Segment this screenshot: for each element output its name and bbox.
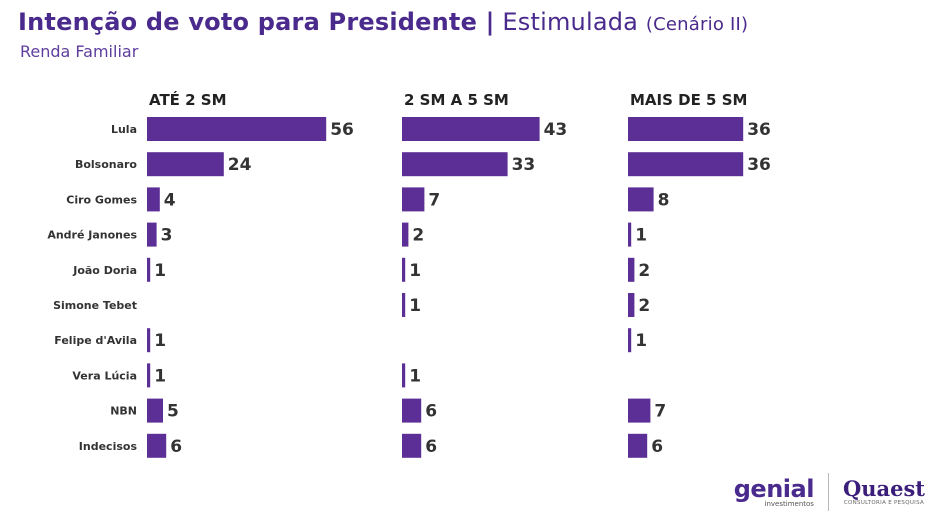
bar-chart: Lula Bolsonaro Ciro Gomes André Janones João…	[47, 90, 771, 458]
data-label: 1	[409, 261, 421, 281]
footer-logos: genial investimentos Quaest CONSULTORIA …	[734, 470, 925, 514]
data-label: 7	[428, 190, 440, 210]
data-label: 7	[654, 402, 666, 422]
bar	[147, 363, 151, 388]
quaest-logo-word: Quaest	[842, 476, 925, 501]
bar	[628, 152, 744, 177]
bar	[628, 187, 654, 212]
bar	[147, 222, 157, 247]
bar	[147, 257, 151, 282]
bar	[402, 433, 422, 458]
category-label: NBN	[110, 405, 137, 418]
data-label: 6	[651, 437, 663, 457]
data-label: 24	[228, 155, 252, 175]
series-header: MAIS DE 5 SM	[630, 91, 747, 109]
quaest-logo: Quaest CONSULTORIA E PESQUISA	[842, 476, 925, 507]
data-label: 36	[747, 155, 771, 175]
category-label: Lula	[111, 123, 137, 136]
logo-divider	[827, 473, 829, 511]
data-label: 1	[154, 366, 166, 386]
data-label: 2	[638, 261, 650, 281]
data-label: 1	[154, 331, 166, 351]
bar	[147, 328, 151, 353]
data-label: 6	[425, 437, 437, 457]
title-light: Estimulada	[502, 8, 639, 36]
bar	[628, 117, 744, 141]
bar	[147, 117, 327, 141]
data-label: 5	[167, 402, 179, 422]
chart-title: Intenção de voto para Presidente | Estim…	[18, 8, 748, 36]
data-label: 36	[747, 120, 771, 140]
genial-logo-sub: investimentos	[764, 499, 814, 508]
bar	[402, 293, 406, 317]
series-header: ATÉ 2 SM	[149, 90, 227, 109]
bar	[147, 152, 224, 177]
data-label: 3	[161, 226, 173, 246]
category-label: Vera Lúcia	[72, 369, 137, 382]
bar	[628, 222, 632, 247]
bar	[628, 328, 632, 353]
bar	[147, 433, 167, 458]
bar	[402, 152, 508, 177]
title-main: Intenção de voto para Presidente |	[18, 8, 495, 36]
bar	[402, 187, 425, 212]
data-label: 1	[409, 366, 421, 386]
bar	[402, 117, 540, 141]
data-label: 1	[409, 296, 421, 316]
category-label: João Doria	[72, 264, 137, 277]
category-label: Ciro Gomes	[66, 193, 137, 206]
bar	[628, 433, 648, 458]
bar	[147, 187, 160, 212]
title-scenario: (Cenário II)	[645, 14, 749, 35]
data-label: 1	[635, 331, 647, 351]
bar	[402, 222, 409, 247]
data-label: 56	[330, 120, 354, 140]
category-label: Felipe d'Avila	[54, 334, 137, 347]
chart-subtitle: Renda Familiar	[20, 42, 139, 61]
data-label: 1	[635, 226, 647, 246]
bar	[628, 398, 651, 423]
bar	[402, 398, 422, 423]
category-label: Bolsonaro	[75, 158, 137, 171]
category-label: Simone Tebet	[53, 299, 137, 312]
bar	[402, 363, 406, 388]
bar	[147, 398, 163, 423]
series-header: 2 SM A 5 SM	[404, 91, 509, 109]
data-label: 6	[170, 437, 182, 457]
bar	[402, 257, 406, 282]
data-label: 33	[512, 155, 536, 175]
category-label: André Janones	[47, 229, 137, 242]
data-label: 6	[425, 402, 437, 422]
data-label: 1	[154, 261, 166, 281]
bar	[628, 293, 635, 317]
data-label: 2	[412, 226, 424, 246]
quaest-logo-sub: CONSULTORIA E PESQUISA	[843, 500, 925, 506]
data-label: 8	[658, 190, 670, 210]
data-label: 4	[164, 190, 176, 210]
genial-logo: genial investimentos	[733, 474, 815, 508]
data-label: 2	[638, 296, 650, 316]
data-label: 43	[544, 120, 568, 140]
category-label: Indecisos	[79, 440, 138, 453]
bar	[628, 257, 635, 282]
genial-logo-word: genial	[733, 474, 815, 503]
